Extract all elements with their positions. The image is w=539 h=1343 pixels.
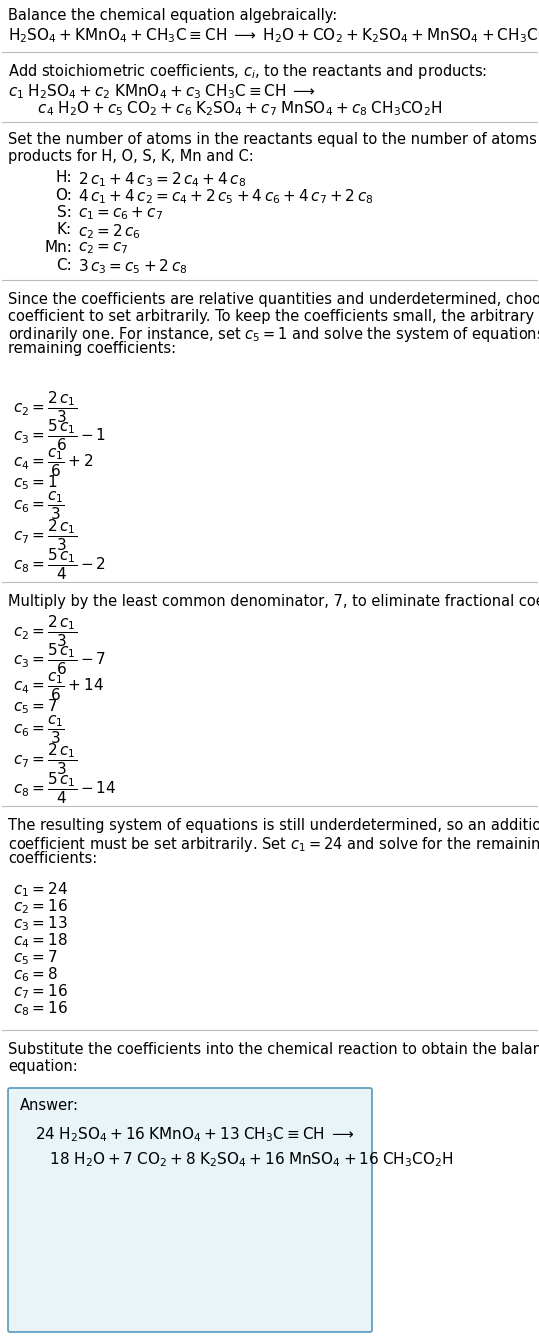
- Text: $c_6 = 8$: $c_6 = 8$: [13, 966, 58, 983]
- Text: products for H, O, S, K, Mn and C:: products for H, O, S, K, Mn and C:: [8, 149, 254, 164]
- Text: Set the number of atoms in the reactants equal to the number of atoms in the: Set the number of atoms in the reactants…: [8, 132, 539, 146]
- Text: S:: S:: [57, 205, 72, 220]
- Text: ordinarily one. For instance, set $c_5 = 1$ and solve the system of equations fo: ordinarily one. For instance, set $c_5 =…: [8, 325, 539, 344]
- Text: Balance the chemical equation algebraically:: Balance the chemical equation algebraica…: [8, 8, 337, 23]
- Text: $c_3 = \dfrac{5\,c_1}{6} - 1$: $c_3 = \dfrac{5\,c_1}{6} - 1$: [13, 418, 106, 454]
- Text: $c_4 = \dfrac{c_1}{6} + 2$: $c_4 = \dfrac{c_1}{6} + 2$: [13, 447, 94, 479]
- Text: $c_8 = \dfrac{5\,c_1}{4} - 14$: $c_8 = \dfrac{5\,c_1}{4} - 14$: [13, 771, 116, 807]
- Text: Since the coefficients are relative quantities and underdetermined, choose a: Since the coefficients are relative quan…: [8, 291, 539, 308]
- Text: $c_6 = \dfrac{c_1}{3}$: $c_6 = \dfrac{c_1}{3}$: [13, 714, 65, 747]
- Text: $c_2 = c_7$: $c_2 = c_7$: [78, 240, 129, 255]
- Text: $c_5 = 7$: $c_5 = 7$: [13, 697, 58, 716]
- Text: $\mathrm{H_2SO_4 + KMnO_4 + CH_3C{\equiv}CH \;\longrightarrow\; H_2O + CO_2 + K_: $\mathrm{H_2SO_4 + KMnO_4 + CH_3C{\equiv…: [8, 26, 539, 44]
- Text: $c_2 = 2\,c_6$: $c_2 = 2\,c_6$: [78, 223, 141, 242]
- Text: $c_8 = \dfrac{5\,c_1}{4} - 2$: $c_8 = \dfrac{5\,c_1}{4} - 2$: [13, 547, 106, 583]
- Text: remaining coefficients:: remaining coefficients:: [8, 341, 176, 356]
- Text: $c_7 = 16$: $c_7 = 16$: [13, 982, 68, 1001]
- Text: K:: K:: [57, 223, 72, 238]
- Text: coefficient to set arbitrarily. To keep the coefficients small, the arbitrary va: coefficient to set arbitrarily. To keep …: [8, 309, 539, 324]
- Text: $c_2 = \dfrac{2\,c_1}{3}$: $c_2 = \dfrac{2\,c_1}{3}$: [13, 614, 77, 650]
- Text: coefficients:: coefficients:: [8, 851, 97, 866]
- FancyBboxPatch shape: [8, 1088, 372, 1332]
- Text: $\quad c_4\;\mathrm{H_2O} + c_5\;\mathrm{CO_2} + c_6\;\mathrm{K_2SO_4} + c_7\;\m: $\quad c_4\;\mathrm{H_2O} + c_5\;\mathrm…: [23, 99, 443, 118]
- Text: $c_4 = \dfrac{c_1}{6} + 14$: $c_4 = \dfrac{c_1}{6} + 14$: [13, 672, 104, 704]
- Text: $c_1 = 24$: $c_1 = 24$: [13, 880, 68, 898]
- Text: Add stoichiometric coefficients, $c_i$, to the reactants and products:: Add stoichiometric coefficients, $c_i$, …: [8, 62, 487, 81]
- Text: O:: O:: [55, 188, 72, 203]
- Text: Answer:: Answer:: [20, 1099, 79, 1113]
- Text: Multiply by the least common denominator, 7, to eliminate fractional coefficient: Multiply by the least common denominator…: [8, 594, 539, 608]
- Text: $24\;\mathrm{H_2SO_4} + 16\;\mathrm{KMnO_4} + 13\;\mathrm{CH_3C{\equiv}CH} \;\lo: $24\;\mathrm{H_2SO_4} + 16\;\mathrm{KMnO…: [35, 1125, 355, 1144]
- Text: $c_7 = \dfrac{2\,c_1}{3}$: $c_7 = \dfrac{2\,c_1}{3}$: [13, 741, 77, 778]
- Text: C:: C:: [56, 258, 72, 273]
- Text: $c_3 = 13$: $c_3 = 13$: [13, 915, 67, 932]
- Text: $c_2 = 16$: $c_2 = 16$: [13, 897, 68, 916]
- Text: $c_3 = \dfrac{5\,c_1}{6} - 7$: $c_3 = \dfrac{5\,c_1}{6} - 7$: [13, 642, 106, 677]
- Text: $c_5 = 1$: $c_5 = 1$: [13, 473, 58, 492]
- Text: $c_1 = c_6 + c_7$: $c_1 = c_6 + c_7$: [78, 205, 163, 222]
- Text: H:: H:: [56, 171, 72, 185]
- Text: equation:: equation:: [8, 1058, 78, 1073]
- Text: coefficient must be set arbitrarily. Set $c_1 = 24$ and solve for the remaining: coefficient must be set arbitrarily. Set…: [8, 834, 539, 854]
- Text: $3\,c_3 = c_5 + 2\,c_8$: $3\,c_3 = c_5 + 2\,c_8$: [78, 258, 188, 277]
- Text: $c_7 = \dfrac{2\,c_1}{3}$: $c_7 = \dfrac{2\,c_1}{3}$: [13, 518, 77, 553]
- Text: $c_5 = 7$: $c_5 = 7$: [13, 948, 58, 967]
- Text: $c_1\;\mathrm{H_2SO_4} + c_2\;\mathrm{KMnO_4} + c_3\;\mathrm{CH_3C{\equiv}CH} \;: $c_1\;\mathrm{H_2SO_4} + c_2\;\mathrm{KM…: [8, 82, 316, 101]
- Text: The resulting system of equations is still underdetermined, so an additional: The resulting system of equations is sti…: [8, 818, 539, 833]
- Text: $2\,c_1 + 4\,c_3 = 2\,c_4 + 4\,c_8$: $2\,c_1 + 4\,c_3 = 2\,c_4 + 4\,c_8$: [78, 171, 246, 189]
- Text: $c_6 = \dfrac{c_1}{3}$: $c_6 = \dfrac{c_1}{3}$: [13, 490, 65, 522]
- Text: $c_2 = \dfrac{2\,c_1}{3}$: $c_2 = \dfrac{2\,c_1}{3}$: [13, 389, 77, 426]
- Text: Mn:: Mn:: [44, 240, 72, 255]
- Text: $\quad 18\;\mathrm{H_2O} + 7\;\mathrm{CO_2} + 8\;\mathrm{K_2SO_4} + 16\;\mathrm{: $\quad 18\;\mathrm{H_2O} + 7\;\mathrm{CO…: [35, 1150, 454, 1168]
- Text: $4\,c_1 + 4\,c_2 = c_4 + 2\,c_5 + 4\,c_6 + 4\,c_7 + 2\,c_8$: $4\,c_1 + 4\,c_2 = c_4 + 2\,c_5 + 4\,c_6…: [78, 188, 374, 207]
- Text: $c_8 = 16$: $c_8 = 16$: [13, 999, 68, 1018]
- Text: $c_4 = 18$: $c_4 = 18$: [13, 931, 67, 950]
- Text: Substitute the coefficients into the chemical reaction to obtain the balanced: Substitute the coefficients into the che…: [8, 1042, 539, 1057]
